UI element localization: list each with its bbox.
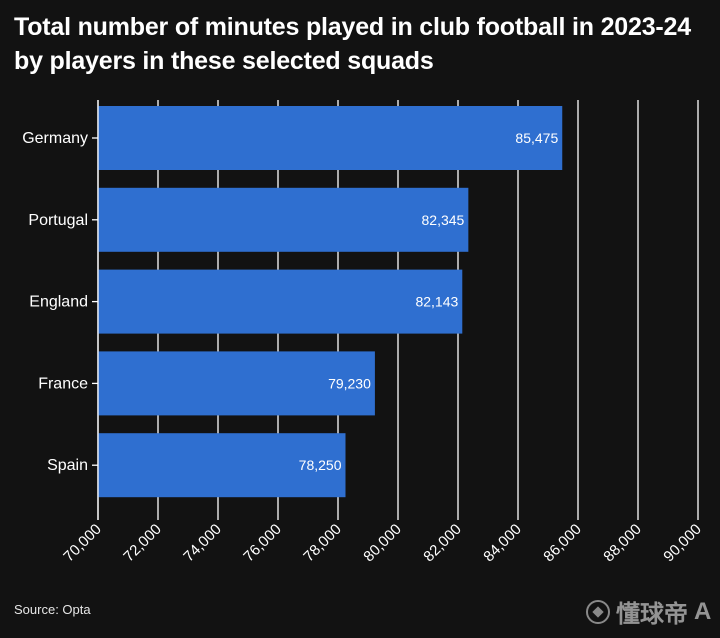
bar	[98, 433, 346, 498]
category-label: Germany	[22, 130, 88, 147]
bar	[98, 187, 469, 252]
x-tick-label: 76,000	[240, 521, 284, 565]
football-logo-icon	[586, 599, 610, 624]
value-label: 79,230	[328, 375, 371, 391]
bars: 85,475 82,345 82,143 79,230 78,250	[98, 106, 563, 498]
bar	[98, 351, 375, 416]
bar	[98, 106, 563, 170]
category-label: England	[29, 294, 88, 311]
source-note: Source: Opta	[14, 602, 91, 617]
bar	[98, 269, 463, 334]
watermark-text: 懂球帝	[616, 601, 688, 628]
watermark: 懂球帝 A	[586, 594, 711, 629]
x-tick-label: 82,000	[420, 521, 464, 565]
x-tick-label: 80,000	[360, 521, 404, 565]
x-tick-label: 88,000	[600, 521, 644, 565]
x-tick-label: 78,000	[300, 521, 344, 565]
x-tick-label: 72,000	[120, 521, 164, 565]
value-label: 82,345	[422, 212, 465, 228]
category-label: Spain	[47, 457, 88, 474]
x-tick-label: 86,000	[540, 521, 584, 565]
x-tick-label: 90,000	[660, 521, 704, 565]
category-label: Portugal	[28, 212, 88, 229]
value-label: 82,143	[415, 294, 458, 310]
value-label: 78,250	[299, 457, 342, 473]
x-tick-label: 84,000	[480, 521, 524, 565]
category-label: France	[38, 375, 88, 392]
x-tick-label: 74,000	[180, 521, 224, 565]
brand-mark: A	[694, 597, 712, 625]
chart-title: Total number of minutes played in club f…	[14, 13, 691, 75]
value-label: 85,475	[515, 130, 558, 146]
x-tick-label: 70,000	[60, 521, 104, 565]
